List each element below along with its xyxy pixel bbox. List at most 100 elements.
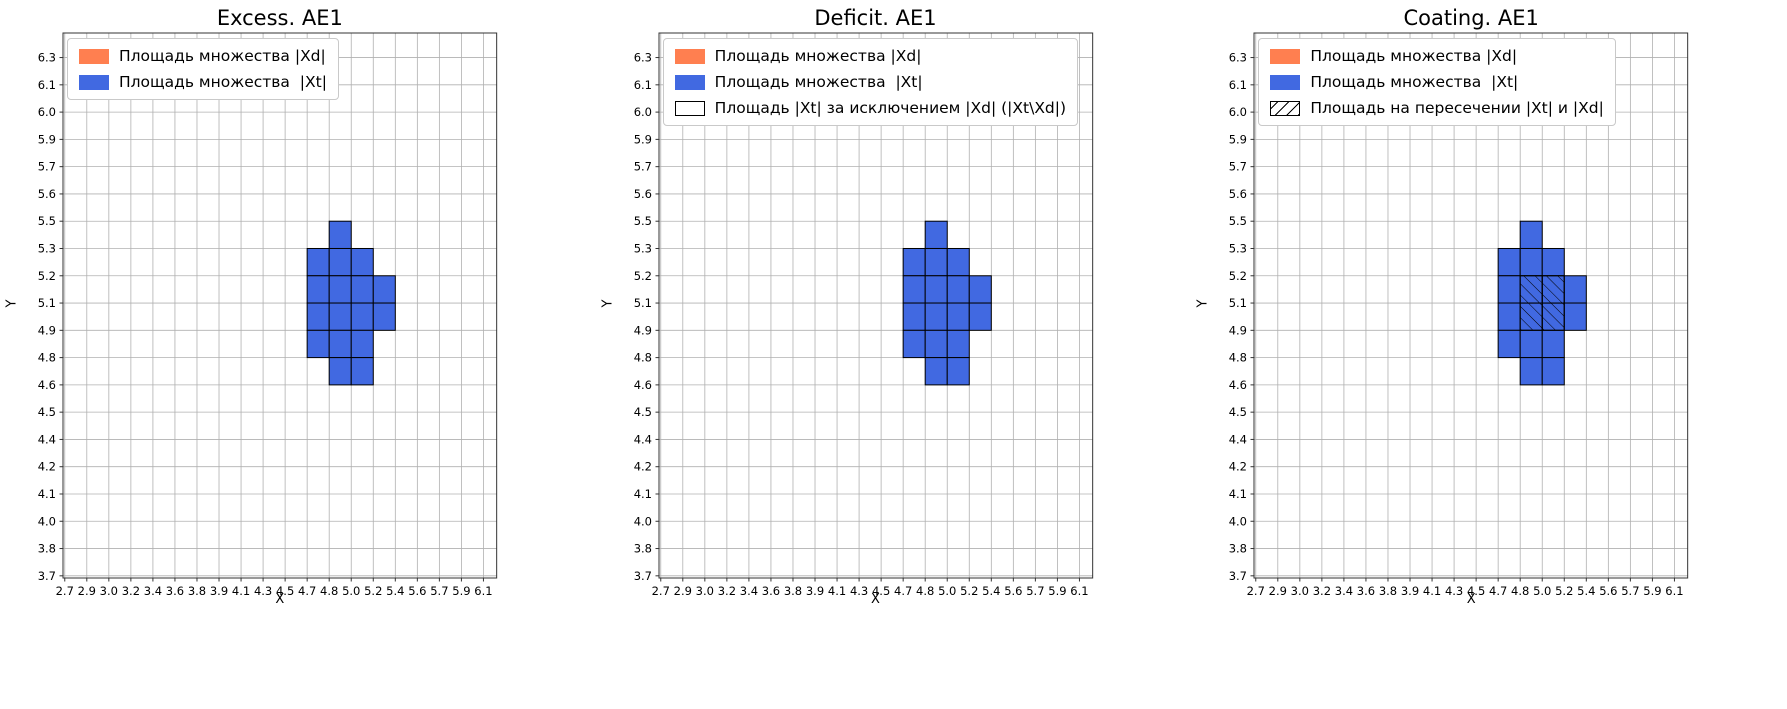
x-tick-label: 3.6 [1357, 584, 1375, 598]
xt-cell [902, 329, 926, 359]
y-tick-label: 4.8 [1229, 351, 1247, 365]
y-tick-label: 3.8 [38, 542, 56, 556]
y-tick-label: 4.6 [633, 378, 651, 392]
x-tick-label: 4.3 [850, 584, 868, 598]
y-tick-label: 5.7 [1229, 160, 1247, 174]
xt-cell [946, 329, 970, 359]
legend-swatch-empty-icon [674, 100, 705, 116]
y-tick-label: 4.8 [633, 351, 651, 365]
y-tick-label: 5.5 [1229, 214, 1247, 228]
xt-cell [924, 302, 948, 331]
y-tick-label: 6.3 [633, 51, 651, 65]
x-tick-label: 3.6 [761, 584, 779, 598]
x-tick-label: 5.4 [982, 584, 1000, 598]
legend-swatch-hatch-icon [1270, 100, 1301, 116]
xt-cell [902, 275, 926, 304]
x-tick-label: 3.9 [1401, 584, 1419, 598]
xt-cell [924, 247, 948, 277]
xt-cell [1498, 302, 1522, 331]
xt-cell [924, 220, 948, 249]
xt-cell [350, 329, 374, 359]
xt-cell [1498, 329, 1522, 359]
xt-cell [924, 275, 948, 304]
x-tick-label: 2.9 [1269, 584, 1287, 598]
legend-label: Площадь на пересечении |Xt| и |Xd| [1310, 99, 1604, 117]
xt-cell [924, 329, 948, 359]
y-tick-label: 6.3 [38, 51, 56, 65]
x-tick-label: 5.4 [1578, 584, 1596, 598]
y-tick-label: 4.1 [1229, 487, 1247, 501]
x-tick-label: 3.0 [100, 584, 118, 598]
legend-swatch-solid-icon [1270, 74, 1301, 90]
x-tick-label: 5.4 [386, 584, 404, 598]
x-tick-label: 5.0 [1533, 584, 1551, 598]
subplot-deficit: Deficit. AE1 Y 2.7 2.9 3.0 3.2 3.4 3.6 3.8 3.9 4… [596, 0, 1192, 709]
legend-label: Площадь множества |Xd| [119, 47, 326, 65]
chart-title: Deficit. AE1 [814, 6, 937, 30]
x-tick-label: 3.2 [717, 584, 735, 598]
xt-cell [306, 247, 330, 277]
intersection-cell [1542, 302, 1566, 331]
x-tick-label: 4.8 [916, 584, 934, 598]
xt-cell [350, 302, 374, 331]
x-tick-label: 2.7 [651, 584, 669, 598]
x-tick-label: 6.1 [1070, 584, 1088, 598]
xt-cell [1520, 220, 1544, 249]
xt-cell [350, 357, 374, 386]
y-tick-label: 5.3 [633, 241, 651, 255]
legend-label: Площадь множества |Xt| [1310, 73, 1519, 91]
x-tick-label: 3.8 [188, 584, 206, 598]
y-tick-label: 4.4 [38, 432, 56, 446]
x-axis-label: X [275, 592, 285, 607]
x-tick-label: 5.0 [342, 584, 360, 598]
y-tick-label: 6.0 [633, 105, 651, 119]
y-tick-label: 5.5 [38, 214, 56, 228]
y-tick-label: 6.1 [38, 78, 56, 92]
legend-item: Площадь множества |Xt| [674, 73, 1066, 91]
subplot-coating: Coating. AE1 Y 2.7 2.9 3.0 3.2 3.4 3.6 3.8 3.9 4… [1191, 0, 1787, 709]
y-tick-label: 4.0 [1229, 514, 1247, 528]
x-tick-label: 5.7 [1622, 584, 1640, 598]
x-tick-label: 5.2 [1555, 584, 1573, 598]
xt-cell [1520, 247, 1544, 277]
x-tick-label: 3.8 [1379, 584, 1397, 598]
legend-label: Площадь |Xt| за исключением |Xd| (|Xt\Xd… [714, 99, 1067, 117]
y-tick-label: 4.1 [38, 487, 56, 501]
y-tick-label: 3.7 [1229, 569, 1247, 583]
x-tick-label: 3.4 [144, 584, 162, 598]
y-tick-label: 5.2 [1229, 269, 1247, 283]
y-tick-label: 4.4 [1229, 432, 1247, 446]
x-tick-label: 3.9 [806, 584, 824, 598]
x-tick-label: 4.7 [894, 584, 912, 598]
chart-title: Coating. AE1 [1403, 6, 1539, 30]
legend-item: Площадь |Xt| за исключением |Xd| (|Xt\Xd… [674, 99, 1067, 117]
y-tick-label: 5.6 [633, 187, 651, 201]
x-tick-label: 5.6 [1004, 584, 1022, 598]
legend-swatch-solid-icon [674, 48, 705, 64]
y-tick-label: 4.9 [1229, 323, 1247, 337]
xt-cell [328, 275, 352, 304]
x-tick-label: 5.6 [1600, 584, 1618, 598]
x-tick-label: 3.6 [166, 584, 184, 598]
legend-swatch-solid-icon [79, 74, 109, 90]
xt-cell [350, 247, 374, 277]
legend: Площадь множества |Xd| Площадь множества … [67, 38, 339, 100]
y-tick-label: 3.8 [1229, 542, 1247, 556]
y-tick-label: 4.0 [38, 514, 56, 528]
y-tick-label: 6.0 [38, 105, 56, 119]
x-tick-label: 3.9 [210, 584, 228, 598]
x-tick-label: 2.9 [78, 584, 96, 598]
y-tick-label: 5.6 [38, 187, 56, 201]
xt-cell [1542, 247, 1566, 277]
xt-cell [328, 247, 352, 277]
legend-item: Площадь на пересечении |Xt| и |Xd| [1270, 99, 1604, 117]
x-tick-label: 5.9 [1644, 584, 1662, 598]
xt-cell [1520, 357, 1544, 386]
y-tick-label: 4.2 [633, 460, 651, 474]
x-tick-label: 4.7 [1489, 584, 1507, 598]
x-axis-label: X [1466, 592, 1476, 607]
legend-label: Площадь множества |Xt| [714, 73, 923, 91]
x-tick-label: 4.1 [1423, 584, 1441, 598]
xt-cell [1520, 329, 1544, 359]
xt-cell [1564, 275, 1588, 304]
